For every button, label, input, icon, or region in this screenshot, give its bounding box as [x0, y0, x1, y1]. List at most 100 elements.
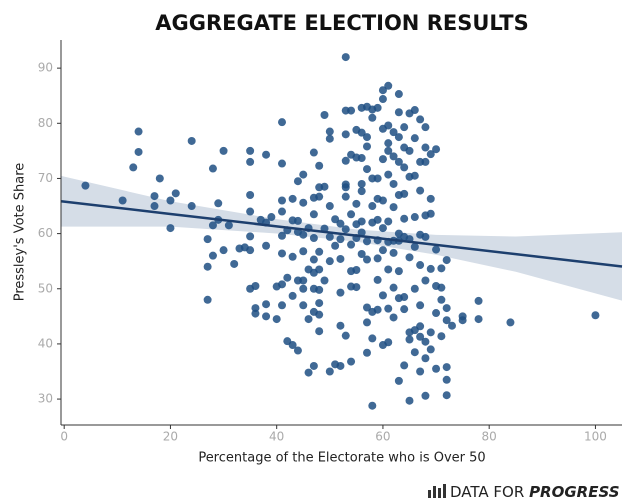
point: [421, 337, 430, 346]
point: [373, 254, 382, 263]
point: [299, 301, 308, 310]
point: [325, 367, 334, 376]
point: [134, 127, 143, 136]
point: [437, 332, 446, 341]
point: [416, 322, 425, 331]
point: [246, 207, 255, 216]
point: [352, 283, 361, 292]
point: [278, 280, 286, 289]
point: [378, 246, 387, 255]
point: [426, 264, 435, 273]
y-tick-label: 80: [38, 116, 53, 130]
point: [421, 276, 430, 285]
point: [389, 128, 398, 137]
point: [299, 247, 308, 256]
point: [320, 111, 329, 120]
point: [203, 295, 212, 304]
point: [416, 301, 425, 310]
point: [400, 293, 409, 302]
point: [309, 234, 318, 243]
logo-icon: [428, 484, 446, 498]
point: [155, 174, 164, 183]
point: [410, 213, 419, 222]
logo-brand: PROGRESS: [529, 483, 619, 501]
point: [384, 338, 393, 347]
point: [373, 103, 382, 112]
point: [389, 283, 398, 292]
point: [150, 192, 159, 201]
point: [336, 235, 345, 244]
point: [432, 364, 441, 373]
point: [352, 199, 361, 208]
point: [325, 134, 334, 143]
point: [389, 179, 398, 188]
point: [368, 113, 377, 122]
point: [288, 291, 297, 300]
point: [315, 299, 324, 308]
point: [315, 285, 324, 294]
regression-line: [60, 199, 623, 268]
point: [315, 161, 324, 170]
point: [363, 165, 371, 174]
point: [203, 262, 212, 271]
point: [129, 163, 138, 172]
point: [246, 232, 255, 241]
point: [336, 361, 345, 370]
point: [288, 194, 297, 203]
point: [325, 232, 334, 241]
point: [416, 261, 425, 270]
point: [246, 157, 255, 166]
point: [363, 133, 371, 142]
x-tick-label: 20: [163, 430, 178, 444]
point: [389, 152, 398, 161]
point: [416, 367, 425, 376]
point: [410, 348, 419, 357]
point: [389, 248, 398, 257]
point: [304, 315, 313, 324]
point: [378, 196, 387, 205]
point: [262, 312, 271, 321]
point: [437, 295, 446, 304]
point: [304, 368, 313, 377]
point: [421, 143, 430, 152]
point: [219, 246, 228, 255]
point: [368, 334, 377, 343]
point: [426, 328, 435, 337]
point: [288, 341, 297, 350]
point: [394, 133, 403, 142]
point: [283, 273, 292, 282]
point: [426, 150, 435, 159]
point: [384, 81, 393, 90]
point: [336, 288, 345, 297]
point: [336, 254, 345, 263]
x-axis-label: Percentage of the Electorate who is Over…: [198, 451, 485, 466]
point: [368, 202, 377, 211]
y-tick-label: 90: [38, 61, 53, 75]
point: [378, 155, 387, 164]
point: [421, 157, 430, 166]
point: [230, 259, 239, 268]
logo-text: DATA FOR PROGRESS: [450, 483, 620, 501]
x-tick-label: 100: [584, 430, 607, 444]
point: [373, 275, 382, 284]
point: [373, 305, 382, 314]
point: [262, 150, 271, 159]
point: [394, 90, 403, 99]
point: [299, 276, 308, 285]
y-tick-label: 60: [38, 226, 53, 240]
point: [410, 171, 419, 180]
point: [309, 255, 318, 264]
point: [341, 192, 350, 201]
point: [400, 361, 409, 370]
point: [442, 363, 451, 372]
x-tick-label: 80: [482, 430, 497, 444]
point: [325, 257, 334, 266]
point: [389, 203, 398, 212]
point: [262, 300, 271, 309]
point: [347, 106, 356, 115]
point: [293, 346, 302, 355]
point: [251, 309, 260, 318]
point: [421, 232, 430, 241]
point: [400, 214, 409, 223]
point: [373, 174, 382, 183]
